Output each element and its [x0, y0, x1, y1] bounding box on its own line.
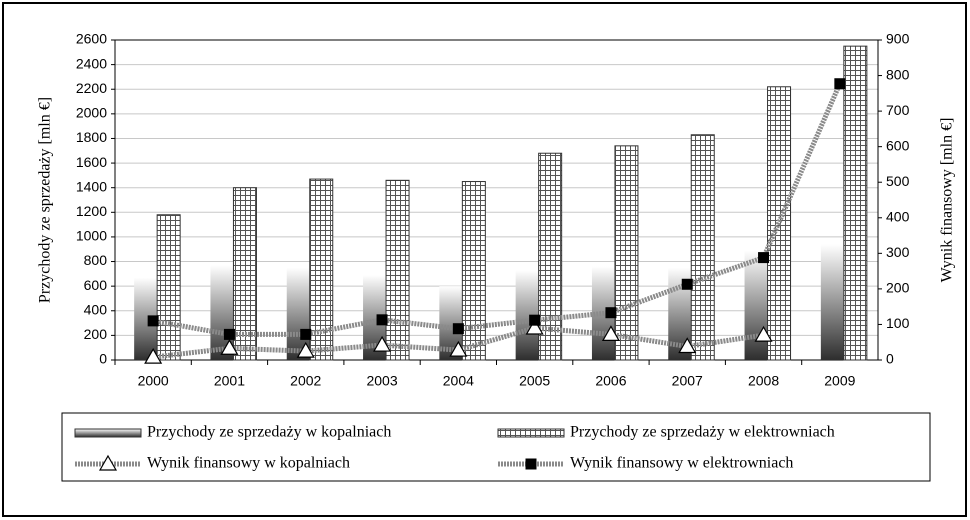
legend-label: Wynik finansowy w elektrowniach	[570, 455, 793, 472]
line-marker	[754, 325, 773, 342]
legend-swatch	[74, 428, 142, 438]
legend-marker	[98, 454, 118, 471]
x-tick-label: 2007	[672, 373, 703, 389]
bar	[232, 187, 257, 361]
bar	[744, 250, 768, 360]
y2-tick-label: 600	[886, 137, 910, 153]
y-tick-label: 1600	[76, 154, 107, 170]
line-marker	[223, 328, 235, 340]
bar	[385, 179, 410, 361]
bar	[690, 134, 715, 361]
y-tick-label: 2000	[76, 105, 107, 121]
x-tick-label: 2008	[748, 373, 779, 389]
bar	[309, 178, 334, 361]
y2-tick-label: 0	[886, 351, 894, 367]
x-tick-label: 2002	[290, 373, 321, 389]
bar	[439, 286, 463, 360]
x-tick-label: 2006	[595, 373, 626, 389]
y-tick-label: 600	[84, 277, 108, 293]
y2-tick-label: 800	[886, 66, 910, 82]
line-marker	[834, 78, 846, 90]
bar	[461, 181, 486, 361]
line-marker	[296, 341, 315, 358]
y2-tick-label: 900	[886, 31, 910, 47]
y2-tick-label: 400	[886, 208, 910, 224]
line-marker	[529, 314, 541, 326]
line-marker	[147, 315, 159, 327]
y-axis-title: Przychody ze sprzedaży [mln €]	[37, 97, 54, 303]
y-tick-label: 1200	[76, 203, 107, 219]
y-tick-label: 800	[84, 252, 108, 268]
bar	[515, 270, 539, 360]
y2-axis-title: Wynik finansowy [mln €]	[939, 118, 956, 283]
bar	[134, 277, 158, 360]
y-tick-label: 400	[84, 301, 108, 317]
line-marker	[452, 323, 464, 335]
line-marker	[144, 347, 163, 364]
line-marker	[376, 314, 388, 326]
x-tick-label: 2003	[366, 373, 397, 389]
y-tick-label: 2200	[76, 80, 107, 96]
y-tick-label: 1800	[76, 129, 107, 145]
legend-box	[61, 412, 931, 482]
line-marker	[300, 328, 312, 340]
bar	[363, 275, 387, 360]
bar	[843, 45, 868, 361]
legend-swatch	[497, 428, 565, 438]
line	[152, 82, 843, 337]
legend-marker	[525, 458, 537, 470]
legend-label: Wynik finansowy w kopalniach	[147, 455, 350, 472]
legend-label: Przychody ze sprzedaży w elektrowniach	[570, 424, 835, 441]
line-marker	[373, 335, 392, 352]
bar	[820, 244, 844, 360]
x-tick-label: 2001	[214, 373, 245, 389]
x-tick-label: 2005	[519, 373, 550, 389]
line-marker	[681, 278, 693, 290]
line-marker	[220, 339, 239, 355]
legend-label: Przychody ze sprzedaży w kopalniach	[147, 424, 391, 441]
y-tick-label: 2400	[76, 55, 107, 71]
x-tick-label: 2004	[443, 373, 474, 389]
line-marker	[758, 252, 770, 264]
line-marker	[601, 325, 620, 341]
y-tick-label: 1400	[76, 178, 107, 194]
bar	[538, 152, 563, 361]
x-tick-label: 2009	[824, 373, 855, 389]
line-marker	[525, 318, 544, 335]
y-tick-label: 200	[84, 326, 108, 342]
y2-tick-label: 200	[886, 280, 910, 296]
y2-tick-label: 500	[886, 173, 910, 189]
line-marker	[605, 307, 617, 319]
x-tick-label: 2000	[138, 373, 169, 389]
y2-tick-label: 300	[886, 244, 910, 260]
y-tick-label: 1000	[76, 228, 107, 244]
bar	[156, 214, 181, 361]
y-tick-label: 0	[99, 351, 107, 367]
y2-tick-label: 700	[886, 102, 910, 118]
bar	[614, 145, 639, 361]
line-marker	[449, 340, 468, 357]
y2-tick-label: 100	[886, 315, 910, 331]
y-tick-label: 2600	[76, 31, 107, 47]
line-marker	[678, 337, 697, 354]
